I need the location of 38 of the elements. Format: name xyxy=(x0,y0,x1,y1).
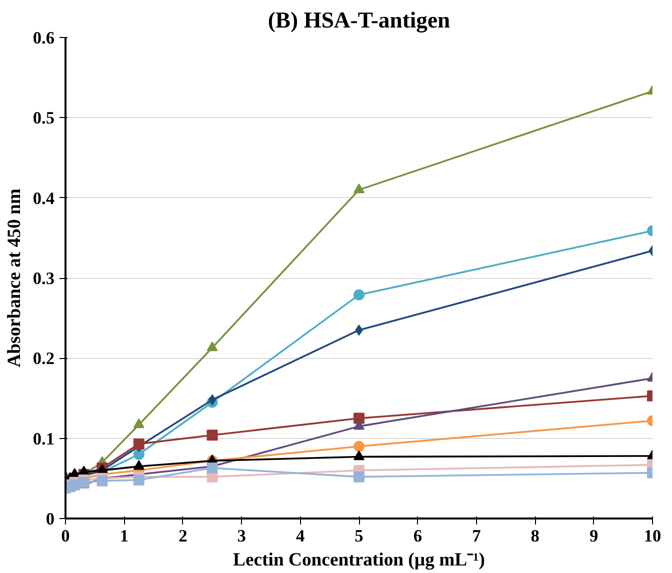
x-tick-label: 10 xyxy=(644,526,662,546)
x-tick-label: 8 xyxy=(530,526,540,546)
y-tick-label: 0.1 xyxy=(32,429,55,448)
point xyxy=(354,471,364,482)
y-tick-label: 0.6 xyxy=(32,28,55,48)
point xyxy=(133,418,144,428)
point xyxy=(354,450,364,460)
x-tick-label: 2 xyxy=(178,526,188,546)
point xyxy=(133,474,144,486)
x-tick-label: 4 xyxy=(296,526,305,546)
point xyxy=(354,412,364,424)
point xyxy=(69,479,80,490)
y-tick-label: 0.2 xyxy=(32,349,55,368)
y-tick-label: 0.4 xyxy=(32,188,55,208)
chart-title: (B) HSA-T-antigen xyxy=(268,8,451,32)
x-tick-label: 0 xyxy=(61,526,70,546)
point xyxy=(133,438,144,450)
point xyxy=(96,475,108,486)
point xyxy=(354,289,364,300)
x-tick-label: 9 xyxy=(589,526,598,546)
point xyxy=(206,430,218,441)
x-tick-label: 7 xyxy=(472,526,482,546)
point xyxy=(354,440,364,452)
x-tick-label: 1 xyxy=(120,526,129,546)
point xyxy=(206,341,218,352)
x-tick-label: 5 xyxy=(354,526,364,546)
point xyxy=(133,460,144,470)
x-tick-label: 3 xyxy=(237,526,246,546)
y-tick-label: 0.3 xyxy=(32,269,55,288)
y-axis-title: Absorbance at 450 nm xyxy=(4,188,25,368)
y-tick-label: 0 xyxy=(46,510,55,528)
x-axis-title: Lectin Concentration (µg mL⁻¹) xyxy=(233,550,485,570)
y-tick-label: 0.5 xyxy=(32,108,55,128)
point xyxy=(354,184,364,194)
x-tick-label: 6 xyxy=(413,526,422,546)
point xyxy=(206,462,218,474)
point xyxy=(208,394,216,406)
point xyxy=(133,448,144,460)
